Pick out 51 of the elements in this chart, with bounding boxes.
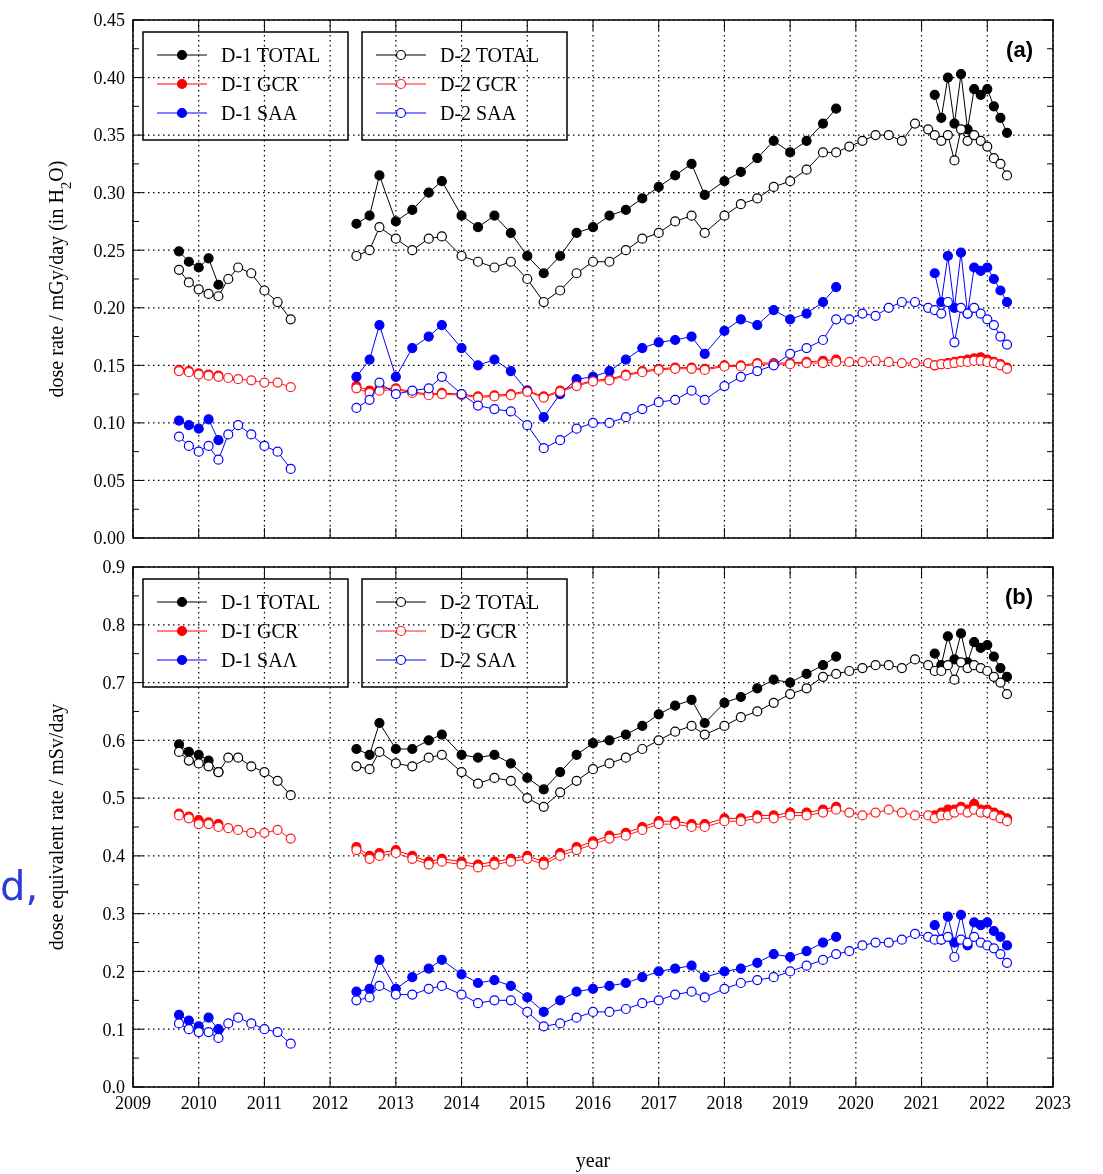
y-axis-title: dose equivalent rate / mSv/day — [45, 703, 68, 951]
x-tick-label: 2019 — [772, 1093, 809, 1113]
x-tick-label: 2017 — [640, 1093, 677, 1113]
x-tick-label: 2020 — [837, 1093, 874, 1113]
x-tick-label: 2015 — [509, 1093, 546, 1113]
x-tick-label: 2022 — [969, 1093, 1006, 1113]
x-tick-label: 2011 — [246, 1093, 283, 1113]
legend-label: D-2 GCR — [440, 73, 518, 95]
x-tick-label: 2014 — [443, 1093, 480, 1113]
y-tick-label: 0.2 — [102, 961, 125, 982]
x-tick-label: 2013 — [377, 1093, 414, 1113]
x-tick-label: 2018 — [706, 1093, 743, 1113]
legend-label: D-2 SAΛ — [440, 649, 517, 671]
legend-label: D-1 GCR — [221, 73, 299, 95]
y-tick-label: 0.3 — [102, 903, 125, 924]
y-tick-label: 0.20 — [93, 298, 125, 319]
y-tick-label: 0.9 — [102, 557, 125, 578]
y-tick-label: 0.8 — [102, 615, 125, 636]
text: (b) — [1004, 584, 1033, 609]
y-tick-label: 0.45 — [93, 10, 125, 31]
legend-label: D-1 SAΛ — [221, 649, 298, 671]
legend-label: D-2 GCR — [440, 620, 518, 642]
legend-label: D-2 TOTAL — [440, 591, 540, 613]
y-tick-label: 0.35 — [93, 125, 125, 146]
x-tick-label: 2021 — [903, 1093, 940, 1113]
y-tick-label: 0.6 — [102, 730, 125, 751]
x-tick-label: 2023 — [1035, 1093, 1071, 1113]
legend-label: D-1 GCR — [221, 620, 299, 642]
y-tick-label: 0.25 — [93, 240, 125, 261]
y-tick-label: 0.15 — [93, 355, 125, 376]
y-tick-label: 0.10 — [93, 413, 125, 434]
x-axis-title: year — [575, 1149, 611, 1172]
text: d, — [0, 862, 39, 909]
legend-label: D-1 SAA — [221, 102, 298, 124]
legend-label: D-1 TOTAL — [221, 591, 321, 613]
x-tick-label: 2010 — [180, 1093, 217, 1113]
y-tick-label: 0.5 — [102, 788, 125, 809]
y-tick-label: 0.4 — [102, 846, 125, 867]
text: (a) — [1006, 37, 1033, 62]
y-tick-label: 0.00 — [93, 528, 125, 549]
x-tick-label: 2009 — [115, 1093, 151, 1113]
y-tick-label: 0.40 — [93, 67, 125, 88]
legend-label: D-2 SAA — [440, 102, 517, 124]
y-tick-label: 0.7 — [102, 672, 125, 693]
legend-label: D-1 TOTAL — [221, 44, 321, 66]
legend-label: D-2 TOTAL — [440, 44, 540, 66]
x-tick-label: 2012 — [312, 1093, 349, 1113]
x-tick-label: 2016 — [575, 1093, 611, 1113]
y-tick-label: 0.1 — [102, 1019, 125, 1040]
y-tick-label: 0.05 — [93, 470, 125, 491]
y-tick-label: 0.30 — [93, 182, 125, 203]
